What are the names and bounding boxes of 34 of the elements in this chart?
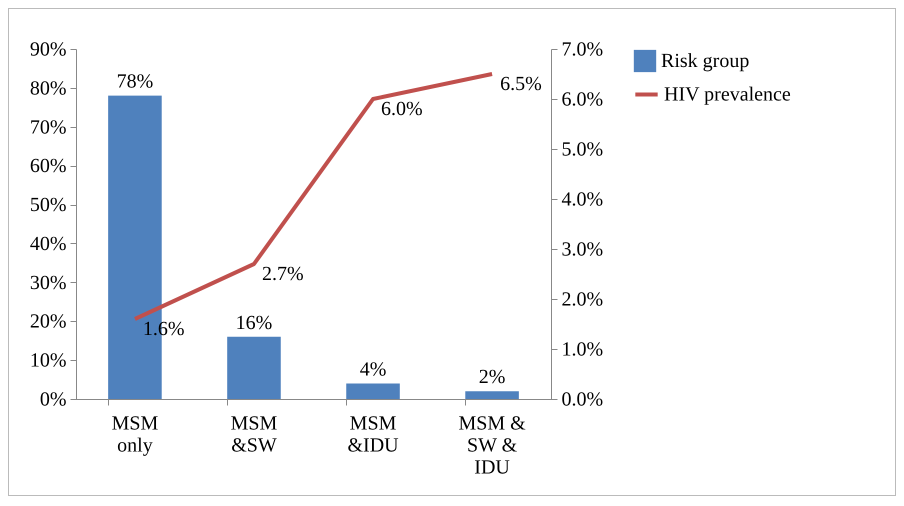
bar bbox=[346, 383, 400, 399]
x-tick-label: MSM &SW bbox=[230, 412, 278, 456]
y-tick-label: 20% bbox=[30, 310, 66, 333]
y2-tick-label: 3.0% bbox=[562, 238, 604, 260]
y-tick-label: 90% bbox=[30, 38, 66, 60]
y-tick-label: 30% bbox=[30, 272, 66, 294]
x-tick-label: MSM & SW & IDU bbox=[458, 412, 526, 478]
data-label: 78% bbox=[116, 70, 154, 93]
x-tick-label: MSM only bbox=[112, 412, 158, 456]
data-label: 6.5% bbox=[500, 73, 542, 95]
y-tick-label: 80% bbox=[30, 77, 66, 100]
legend-label: HIV prevalence bbox=[664, 84, 791, 106]
y2-tick-label: 5.0% bbox=[562, 138, 604, 160]
x-tick-label: MSM &IDU bbox=[347, 412, 400, 456]
y2-tick-label: 6.0% bbox=[562, 88, 604, 110]
data-label: 2.7% bbox=[262, 263, 304, 285]
data-label: 16% bbox=[236, 312, 272, 334]
legend-label: Risk group bbox=[661, 50, 750, 72]
y-tick-label: 40% bbox=[30, 232, 66, 255]
y2-tick-label: 7.0% bbox=[562, 38, 604, 60]
data-label: 4% bbox=[360, 358, 386, 380]
y-tick-label: 0% bbox=[40, 388, 66, 410]
data-label: 6.0% bbox=[381, 98, 423, 120]
data-label: 2% bbox=[478, 366, 506, 388]
y-tick-label: 10% bbox=[30, 350, 66, 372]
y2-tick-label: 0.0% bbox=[562, 388, 604, 410]
y2-tick-label: 2.0% bbox=[562, 288, 604, 310]
bar bbox=[465, 391, 519, 399]
y-tick-label: 50% bbox=[30, 194, 66, 216]
y-tick-label: 70% bbox=[30, 116, 66, 138]
y-tick-label: 60% bbox=[30, 155, 66, 178]
bar bbox=[227, 336, 281, 399]
y2-tick-label: 4.0% bbox=[562, 188, 604, 210]
y2-tick-label: 1.0% bbox=[562, 338, 604, 360]
